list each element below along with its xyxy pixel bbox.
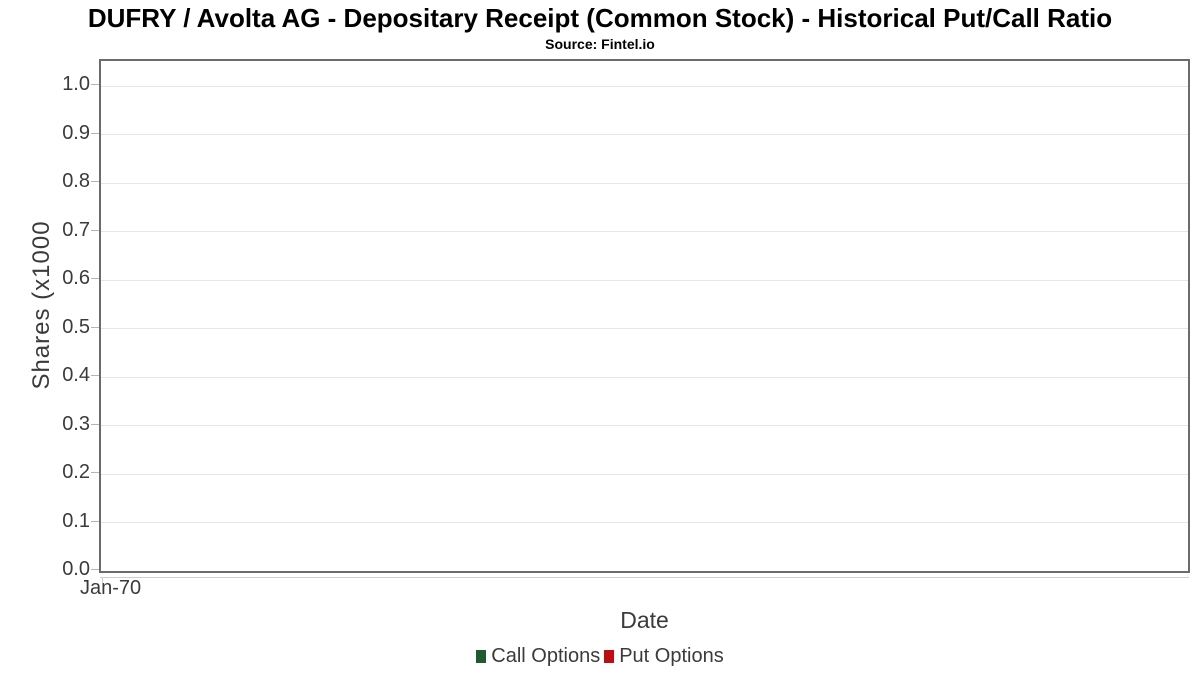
legend-label: Call Options: [491, 645, 601, 667]
y-tick-label: 0.5: [62, 316, 90, 338]
x-axis-line: [100, 577, 1189, 578]
legend-item-put-options[interactable]: Put Options: [604, 645, 724, 668]
y-tickmark: [91, 424, 99, 425]
gridline-1.0: [101, 86, 1188, 87]
y-tickmark: [91, 327, 99, 328]
y-tickmark: [91, 84, 99, 85]
y-tick-label: 1.0: [62, 73, 90, 95]
y-tick-label: 0.6: [62, 267, 90, 289]
y-axis-title: Shares (x1000: [28, 220, 55, 390]
x-tick-label: Jan-70: [80, 577, 142, 599]
y-tickmark: [91, 569, 99, 570]
y-tick-label: 0.7: [62, 219, 90, 241]
gridline-0.9: [101, 134, 1188, 135]
call-options-swatch-icon: [476, 650, 487, 663]
y-tickmark: [91, 133, 99, 134]
plot-area: [99, 59, 1190, 573]
y-tick-label: 0.0: [62, 558, 90, 580]
y-tickmark: [91, 521, 99, 522]
gridline-0.1: [101, 522, 1188, 523]
y-tickmark: [91, 375, 99, 376]
gridline-0.7: [101, 231, 1188, 232]
gridline-0.8: [101, 183, 1188, 184]
x-axis-title: Date: [620, 607, 669, 633]
legend-label: Put Options: [619, 645, 724, 667]
gridline-0.5: [101, 328, 1188, 329]
y-tickmark: [91, 181, 99, 182]
gridline-0.4: [101, 377, 1188, 378]
y-tick-label: 0.9: [62, 122, 90, 144]
y-tickmark: [91, 472, 99, 473]
legend: Call Options Put Options: [0, 645, 1200, 668]
y-tick-label: 0.2: [62, 461, 90, 483]
y-tickmark: [91, 230, 99, 231]
gridline-0.6: [101, 280, 1188, 281]
chart-subtitle: Source: Fintel.io: [545, 36, 655, 52]
legend-item-call-options[interactable]: Call Options: [476, 645, 600, 668]
put-options-swatch-icon: [604, 650, 615, 663]
y-tick-label: 0.3: [62, 413, 90, 435]
y-tick-label: 0.4: [62, 364, 90, 386]
y-tickmark: [91, 278, 99, 279]
y-tick-label: 0.8: [62, 170, 90, 192]
gridline-0.2: [101, 474, 1188, 475]
y-tick-label: 0.1: [62, 510, 90, 532]
chart-title: DUFRY / Avolta AG - Depositary Receipt (…: [87, 3, 1113, 33]
x-tickmark: [102, 577, 103, 583]
gridline-0.3: [101, 425, 1188, 426]
